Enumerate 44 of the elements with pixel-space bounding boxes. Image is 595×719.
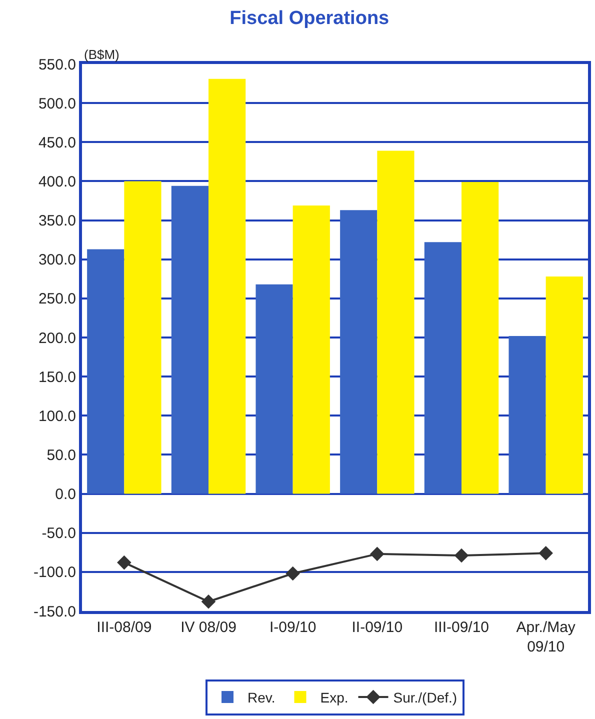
bar <box>462 182 499 494</box>
legend-label: Sur./(Def.) <box>393 689 458 706</box>
y-tick-label: -50.0 <box>42 525 76 542</box>
y-tick-label: -100.0 <box>33 564 76 582</box>
point <box>117 555 132 570</box>
y-tick-label: 400.0 <box>38 173 76 190</box>
y-tick-label: 200.0 <box>38 330 76 347</box>
chart-title: Fiscal Operations <box>230 8 390 30</box>
bar <box>87 249 124 494</box>
y-tick-label: 450.0 <box>38 134 76 152</box>
y-axis-title: (B$M) <box>84 47 120 62</box>
legend-label: Rev. <box>248 689 276 706</box>
x-tick-label: Apr./May 09/10 <box>516 619 576 656</box>
bar <box>208 78 246 494</box>
point <box>454 548 469 563</box>
point <box>370 546 384 562</box>
bar <box>340 210 378 494</box>
y-tick-label: 250.0 <box>38 290 76 308</box>
y-tick-label: 350.0 <box>38 212 76 230</box>
point <box>538 546 553 560</box>
x-tick-label: II-09/10 <box>352 619 403 636</box>
y-tick-label: 300.0 <box>38 252 76 269</box>
point <box>286 566 300 581</box>
y-tick-label: 0.0 <box>55 486 76 504</box>
y-tick-label: 50.0 <box>46 446 76 464</box>
bar <box>124 181 162 494</box>
bar <box>292 205 330 494</box>
bar <box>546 276 583 494</box>
x-tick-label: III-09/10 <box>434 619 490 636</box>
bar <box>256 284 293 494</box>
x-tick-label: III-08/09 <box>96 619 152 636</box>
bar <box>377 150 414 494</box>
y-tick-label: 150.0 <box>38 368 76 386</box>
y-tick-label: 100.0 <box>38 408 76 425</box>
y-tick-label: 500.0 <box>38 95 76 112</box>
bar <box>171 186 208 494</box>
legend-label: Exp. <box>320 689 348 706</box>
x-tick-label: IV 08/09 <box>180 619 236 636</box>
x-tick-label: I-09/10 <box>269 619 316 636</box>
y-tick-label: 550.0 <box>38 56 76 74</box>
y-tick-label: -150.0 <box>33 603 76 620</box>
bar <box>508 336 546 494</box>
bar <box>424 242 462 494</box>
point <box>201 594 216 609</box>
